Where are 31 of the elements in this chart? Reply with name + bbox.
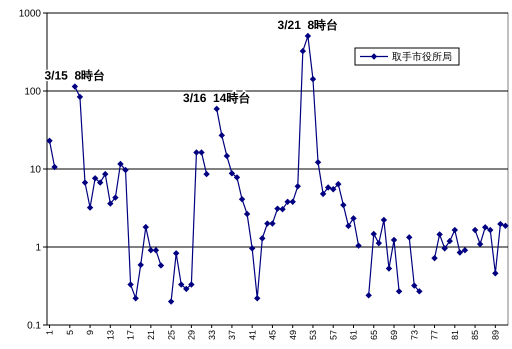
x-tick-label: 5 bbox=[64, 330, 75, 336]
x-tick-label: 77 bbox=[430, 330, 440, 340]
x-tick-label: 1 bbox=[44, 330, 55, 336]
x-tick-label: 33 bbox=[206, 330, 217, 340]
x-tick-label: 61 bbox=[348, 330, 359, 340]
x-tick-label: 41 bbox=[247, 330, 258, 340]
x-tick-label: 89 bbox=[490, 330, 500, 340]
x-tick-label: 21 bbox=[146, 330, 156, 340]
x-tick-label: 29 bbox=[186, 330, 197, 340]
x-tick-label: 53 bbox=[308, 330, 318, 340]
y-tick-label: 10 bbox=[30, 164, 42, 176]
y-tick-label: 1 bbox=[35, 242, 42, 254]
x-tick-label: 17 bbox=[126, 330, 136, 340]
x-tick-label: 9 bbox=[85, 330, 96, 336]
y-tick-label: 100 bbox=[24, 86, 42, 98]
annotation: 3/21 8時台 bbox=[278, 18, 338, 32]
x-tick-label: 37 bbox=[227, 330, 238, 340]
x-tick-label: 45 bbox=[268, 330, 278, 340]
x-tick-label: 25 bbox=[166, 330, 176, 340]
x-tick-label: 65 bbox=[368, 330, 379, 340]
x-tick-label: 13 bbox=[105, 330, 116, 340]
y-tick-label: 0.1 bbox=[27, 320, 42, 332]
legend-label: 取手市役所局 bbox=[392, 51, 452, 63]
x-tick-label: 57 bbox=[328, 330, 338, 340]
x-tick-label: 69 bbox=[389, 330, 400, 340]
x-tick-label: 85 bbox=[470, 330, 480, 340]
y-tick-label: 1000 bbox=[18, 8, 42, 20]
x-tick-label: 81 bbox=[450, 330, 460, 340]
x-tick-label: 49 bbox=[288, 330, 298, 340]
x-tick-label: 73 bbox=[409, 330, 420, 340]
annotation: 3/16 14時台 bbox=[183, 90, 250, 105]
